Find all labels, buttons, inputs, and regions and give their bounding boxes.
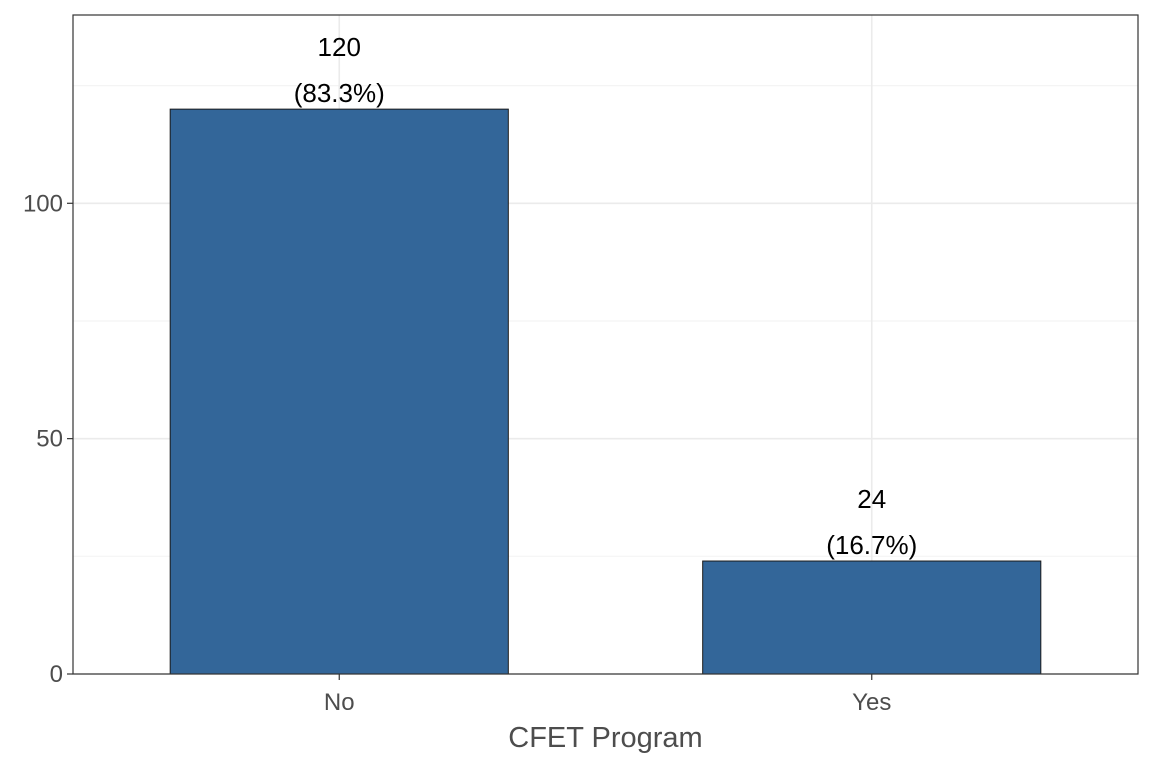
x-axis: No Yes <box>324 674 891 716</box>
bar-no <box>169 108 509 675</box>
data-labels: 120 (83.3%) 24 (16.7%) <box>294 32 918 560</box>
bars <box>169 108 1042 675</box>
data-label-percent: (16.7%) <box>826 530 917 560</box>
panel-border <box>72 14 1139 675</box>
y-tick-label: 0 <box>50 661 63 688</box>
data-label-percent: (83.3%) <box>294 78 385 108</box>
y-tick-label: 50 <box>36 426 63 453</box>
x-tick-label: No <box>324 689 355 716</box>
bar-yes <box>702 560 1042 675</box>
data-label-count: 24 <box>857 484 886 514</box>
x-axis-title: CFET Program <box>508 722 702 754</box>
data-label-count: 120 <box>318 32 361 62</box>
x-tick-label: Yes <box>852 689 891 716</box>
y-axis: 0 50 100 <box>23 190 73 688</box>
y-tick-label: 100 <box>23 190 63 217</box>
